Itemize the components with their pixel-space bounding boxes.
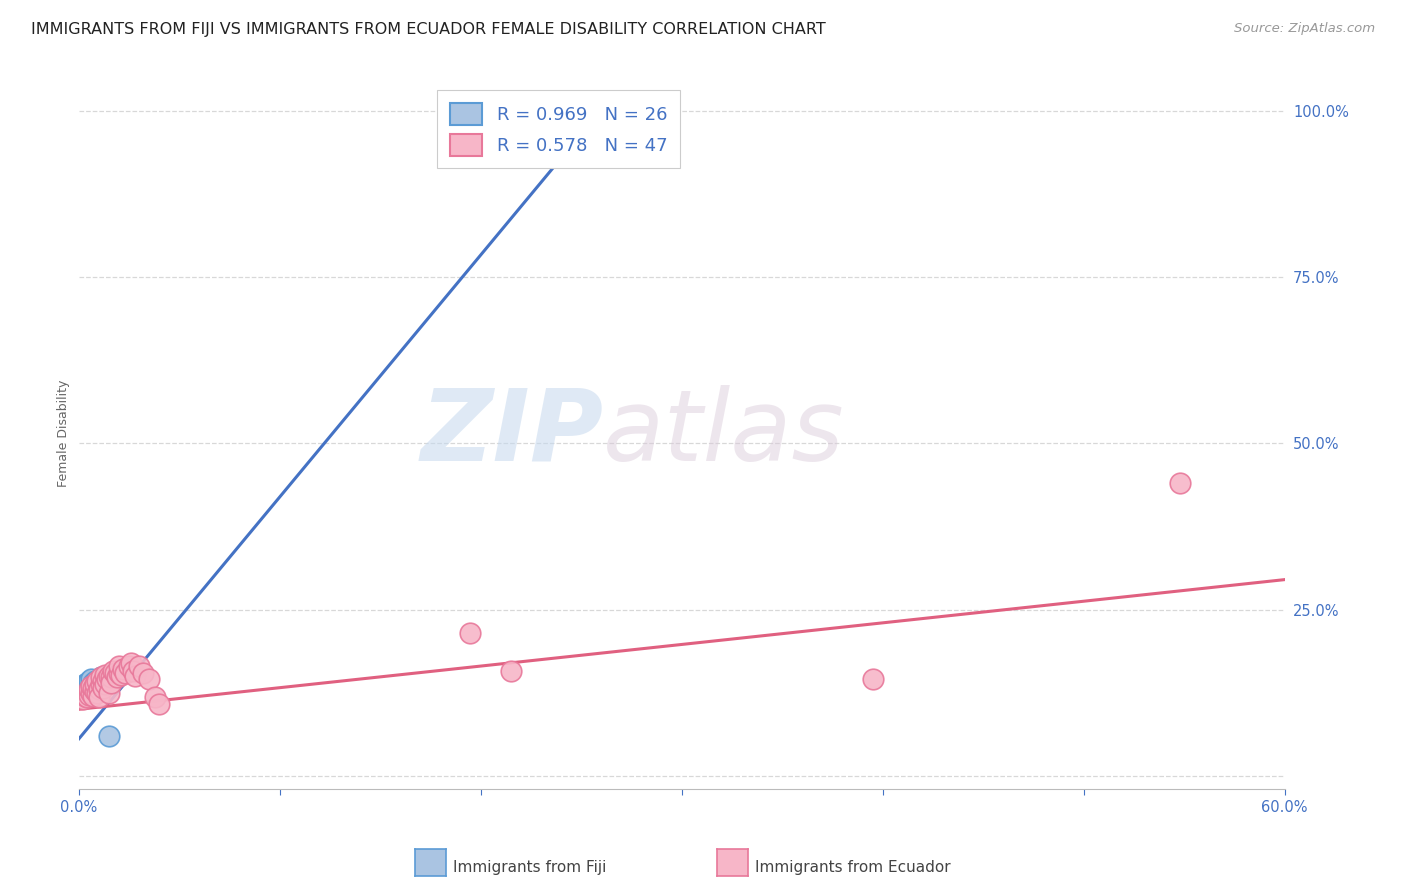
Point — [96, 673, 118, 687]
Point — [83, 673, 105, 688]
Point — [86, 686, 108, 700]
Point — [77, 679, 100, 693]
Point — [862, 673, 884, 687]
Point — [97, 686, 120, 700]
Point — [73, 683, 96, 698]
Point — [97, 669, 120, 683]
Point — [460, 625, 482, 640]
Point — [143, 690, 166, 705]
Point — [79, 682, 101, 697]
Point — [86, 677, 108, 691]
Point — [76, 675, 98, 690]
Point — [77, 674, 100, 689]
Point — [90, 677, 112, 691]
Text: ZIP: ZIP — [420, 384, 603, 482]
Point — [73, 689, 96, 703]
Point — [91, 681, 114, 695]
Point — [107, 665, 129, 680]
Point — [93, 677, 115, 691]
Text: Source: ZipAtlas.com: Source: ZipAtlas.com — [1234, 22, 1375, 36]
Y-axis label: Female Disability: Female Disability — [58, 380, 70, 487]
Point — [76, 681, 98, 695]
Point — [138, 673, 160, 687]
Point — [69, 682, 91, 697]
Point — [128, 659, 150, 673]
Point — [83, 683, 105, 698]
Point — [77, 682, 100, 697]
Point — [82, 681, 104, 695]
Point — [124, 669, 146, 683]
Point — [82, 689, 104, 703]
Point — [77, 683, 100, 698]
Point — [91, 673, 114, 688]
Point — [499, 664, 522, 678]
Point — [72, 686, 94, 700]
Point — [101, 664, 124, 678]
Point — [79, 673, 101, 687]
Point — [72, 679, 94, 693]
Text: Immigrants from Fiji: Immigrants from Fiji — [453, 860, 606, 874]
Point — [73, 681, 96, 695]
Point — [79, 686, 101, 700]
Point — [83, 678, 105, 692]
Point — [83, 677, 105, 691]
Point — [90, 670, 112, 684]
Point — [72, 692, 94, 706]
Point — [132, 665, 155, 680]
Point — [100, 675, 122, 690]
Text: Immigrants from Ecuador: Immigrants from Ecuador — [755, 860, 950, 874]
Point — [76, 690, 98, 705]
Point — [77, 688, 100, 702]
Point — [97, 729, 120, 743]
Point — [105, 670, 128, 684]
Point — [73, 677, 96, 691]
Point — [76, 684, 98, 698]
Point — [79, 677, 101, 691]
Legend: R = 0.969   N = 26, R = 0.578   N = 47: R = 0.969 N = 26, R = 0.578 N = 47 — [437, 90, 681, 169]
Text: atlas: atlas — [603, 384, 845, 482]
Point — [79, 679, 101, 693]
Point — [148, 697, 170, 711]
Point — [118, 659, 141, 673]
Point — [110, 667, 132, 681]
Point — [1168, 476, 1191, 491]
Text: IMMIGRANTS FROM FIJI VS IMMIGRANTS FROM ECUADOR FEMALE DISABILITY CORRELATION CH: IMMIGRANTS FROM FIJI VS IMMIGRANTS FROM … — [31, 22, 825, 37]
Point — [87, 674, 110, 689]
Point — [100, 670, 122, 684]
Point — [82, 675, 104, 690]
Point — [87, 682, 110, 697]
Point — [82, 681, 104, 695]
Point — [111, 662, 134, 676]
Point — [91, 674, 114, 689]
Point — [107, 659, 129, 673]
Point — [93, 667, 115, 681]
Point — [87, 690, 110, 705]
Point — [120, 656, 142, 670]
Point — [76, 682, 98, 697]
Point — [86, 674, 108, 689]
Point — [114, 665, 136, 680]
Point — [121, 664, 143, 678]
Point — [90, 670, 112, 684]
Point — [104, 665, 127, 680]
Point — [574, 122, 596, 136]
